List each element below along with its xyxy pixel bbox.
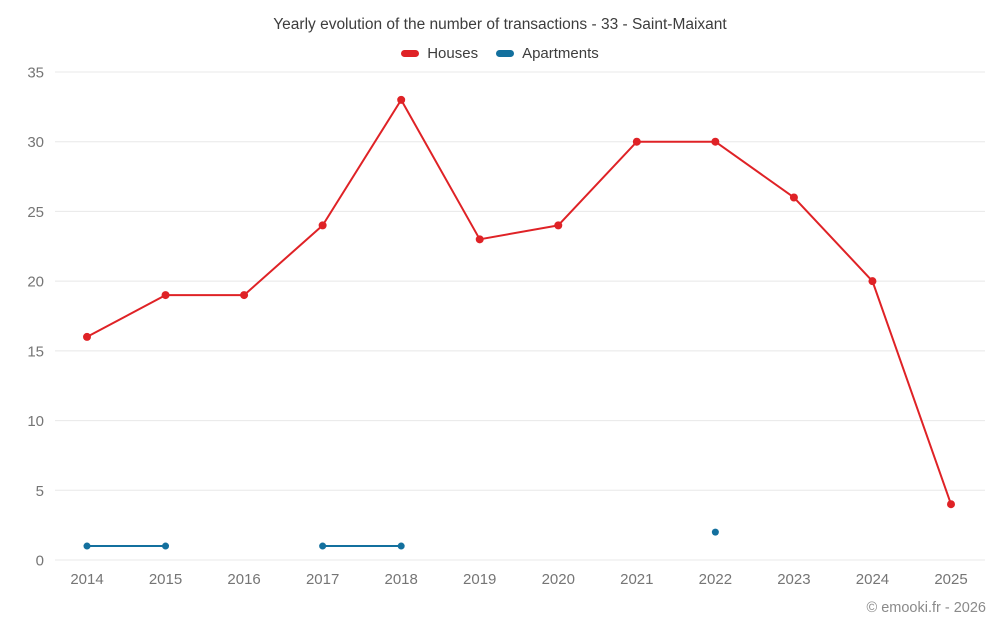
data-point-houses bbox=[789, 193, 798, 202]
data-point-houses bbox=[554, 221, 563, 230]
data-point-houses bbox=[711, 137, 720, 146]
y-tick-label: 0 bbox=[36, 553, 44, 570]
x-tick-label: 2025 bbox=[934, 571, 967, 588]
legend-item-apartments[interactable]: Apartments bbox=[496, 45, 599, 62]
chart-title: Yearly evolution of the number of transa… bbox=[273, 16, 727, 33]
x-tick-label: 2019 bbox=[463, 571, 496, 588]
x-tick-label: 2014 bbox=[70, 571, 103, 588]
x-tick-label: 2017 bbox=[306, 571, 339, 588]
data-point-houses bbox=[475, 235, 484, 244]
x-tick-label: 2021 bbox=[620, 571, 653, 588]
legend-swatch-apartments bbox=[496, 50, 515, 57]
x-tick-label: 2023 bbox=[777, 571, 810, 588]
data-point-apartments bbox=[83, 542, 91, 550]
x-tick-label: 2022 bbox=[699, 571, 732, 588]
data-point-houses bbox=[161, 291, 170, 300]
data-point-apartments bbox=[397, 542, 405, 550]
legend-label-apartments: Apartments bbox=[522, 45, 599, 62]
x-tick-label: 2016 bbox=[227, 571, 260, 588]
data-point-houses bbox=[83, 332, 91, 341]
y-tick-label: 25 bbox=[27, 204, 44, 221]
x-tick-label: 2018 bbox=[384, 571, 417, 588]
y-tick-label: 5 bbox=[36, 483, 44, 500]
data-point-houses bbox=[397, 95, 406, 104]
data-point-apartments bbox=[162, 542, 170, 550]
x-tick-label: 2020 bbox=[542, 571, 575, 588]
x-tick-label: 2024 bbox=[856, 571, 889, 588]
data-point-houses bbox=[947, 500, 955, 509]
legend-item-houses[interactable]: Houses bbox=[401, 45, 478, 62]
y-tick-label: 30 bbox=[27, 134, 44, 151]
x-tick-label: 2015 bbox=[149, 571, 182, 588]
data-point-apartments bbox=[319, 542, 327, 550]
legend-swatch-houses bbox=[401, 50, 420, 57]
data-point-apartments bbox=[711, 528, 719, 536]
data-point-houses bbox=[318, 221, 327, 230]
y-tick-label: 20 bbox=[27, 274, 44, 291]
y-tick-label: 15 bbox=[27, 343, 44, 360]
data-point-houses bbox=[240, 291, 249, 300]
legend-label-houses: Houses bbox=[427, 45, 479, 62]
y-tick-label: 10 bbox=[27, 413, 44, 430]
data-point-houses bbox=[632, 137, 641, 146]
chart-legend: Houses Apartments bbox=[0, 45, 1000, 62]
series-line-houses bbox=[86, 98, 952, 506]
y-tick-label: 35 bbox=[27, 65, 44, 82]
copyright-note: © emooki.fr - 2026 bbox=[866, 600, 986, 616]
data-point-houses bbox=[868, 277, 877, 286]
